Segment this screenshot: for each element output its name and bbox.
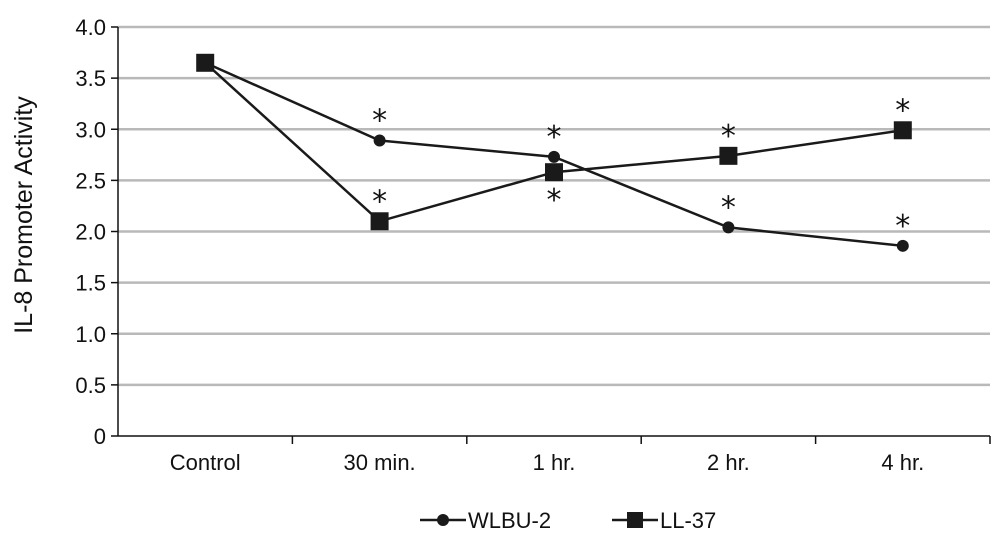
x-tick-label: 4 hr. (881, 450, 924, 475)
y-tick-label: 3.5 (75, 66, 106, 91)
legend-marker (627, 512, 643, 528)
data-point (893, 121, 912, 140)
x-tick-label: 30 min. (344, 450, 416, 475)
series-wlbu-2-significance: * * * * (372, 103, 910, 243)
legend-item-ll-37: LL-37 (612, 508, 716, 533)
y-tick-label: 4.0 (75, 15, 106, 40)
data-point (722, 221, 735, 234)
significance-marker: * (721, 190, 736, 225)
series-ll-37-significance: * * * * (372, 93, 910, 219)
series-ll-37-points (196, 53, 912, 231)
y-axis-title: IL-8 Promoter Activity (10, 96, 38, 334)
significance-marker: * (721, 119, 736, 154)
significance-marker: * (547, 120, 562, 155)
data-point (196, 53, 215, 72)
y-tick-label: 1.5 (75, 271, 106, 296)
significance-marker: * (372, 184, 387, 219)
axes (111, 26, 991, 444)
x-tick-labels: Control 30 min. 1 hr. 2 hr. 4 hr. (170, 450, 924, 475)
y-tick-label: 0.5 (75, 373, 106, 398)
x-tick-label: 1 hr. (533, 450, 576, 475)
x-tick-label: 2 hr. (707, 450, 750, 475)
legend: WLBU-2 LL-37 (420, 508, 716, 533)
legend-label: LL-37 (660, 508, 716, 533)
data-point (896, 239, 909, 252)
significance-marker: * (895, 93, 910, 128)
legend-label: WLBU-2 (468, 508, 551, 533)
significance-marker: * (895, 209, 910, 244)
y-tick-label: 2.5 (75, 168, 106, 193)
data-point (719, 146, 738, 165)
y-tick-label: 3.0 (75, 117, 106, 142)
y-tick-labels: 0 0.5 1.0 1.5 2.0 2.5 3.0 3.5 4.0 (75, 15, 106, 449)
legend-marker (437, 514, 449, 526)
data-point (373, 134, 386, 147)
legend-item-wlbu-2: WLBU-2 (420, 508, 551, 533)
data-point (548, 150, 560, 163)
significance-marker: * (372, 103, 387, 138)
y-tick-label: 1.0 (75, 322, 106, 347)
y-tick-label: 2.0 (75, 220, 106, 245)
x-tick-label: Control (170, 450, 241, 475)
y-tick-label: 0 (94, 424, 106, 449)
data-point (545, 163, 563, 182)
significance-marker: * (547, 183, 562, 218)
series-group: * * * * * * * * (196, 53, 912, 252)
data-point (370, 212, 389, 231)
